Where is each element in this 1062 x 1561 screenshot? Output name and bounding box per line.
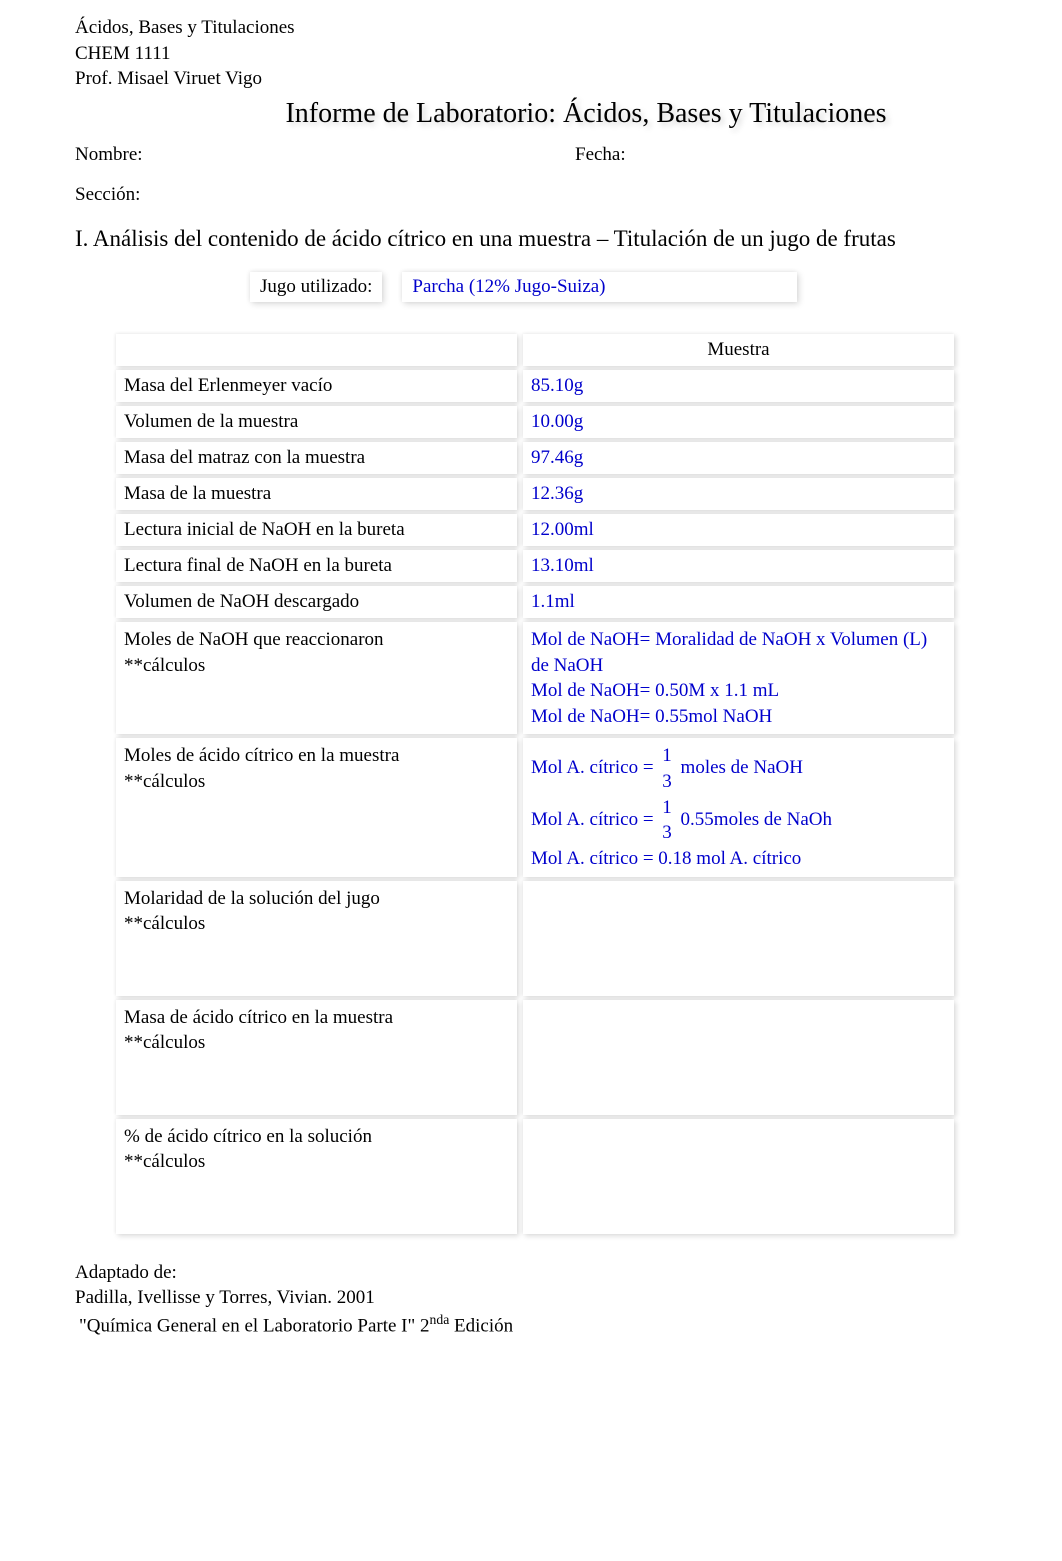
table-row-calc-naoh: Moles de NaOH que reaccionaron **cálculo… — [116, 622, 954, 735]
frac-bot: 3 — [662, 820, 672, 846]
table-row-calc-molarity: Molaridad de la solución del jugo **cálc… — [116, 881, 954, 996]
frac-top: 1 — [662, 795, 672, 821]
eq1-left: Mol A. cítrico = — [531, 757, 658, 778]
row-value: 85.10g — [523, 370, 954, 402]
footer-line-3a: "Química General en el Laboratorio Parte… — [79, 1315, 430, 1336]
row-label: Masa del matraz con la muestra — [116, 442, 517, 474]
header-blank — [116, 334, 517, 366]
calc-citric-value: Mol A. cítrico = 1 3 moles de NaOH Mol A… — [523, 738, 954, 876]
eq2-right: 0.55moles de NaOh — [681, 809, 832, 830]
table-row: Masa del Erlenmeyer vacío 85.10g — [116, 370, 954, 402]
row-value: 10.00g — [523, 406, 954, 438]
header-line-2: CHEM 1111 — [75, 41, 987, 67]
table-row-calc-citric: Moles de ácido cítrico en la muestra **c… — [116, 738, 954, 876]
calc-percent-label-1: % de ácido cítrico en la solución — [124, 1126, 372, 1147]
juice-row: Jugo utilizado: Parcha (12% Jugo-Suiza) — [250, 272, 987, 302]
eq2-left: Mol A. cítrico = — [531, 809, 658, 830]
table-row-calc-percent: % de ácido cítrico en la solución **cálc… — [116, 1119, 954, 1234]
table-row: Masa del matraz con la muestra 97.46g — [116, 442, 954, 474]
table-row: Lectura final de NaOH en la bureta 13.10… — [116, 550, 954, 582]
row-label: Masa del Erlenmeyer vacío — [116, 370, 517, 402]
calc-mass-label: Masa de ácido cítrico en la muestra **cá… — [116, 1000, 517, 1115]
calc-mass-label-2: **cálculos — [124, 1032, 205, 1053]
calc-naoh-eq2: Mol de NaOH= 0.50M x 1.1 mL — [531, 678, 946, 704]
calc-percent-label-2: **cálculos — [124, 1151, 205, 1172]
report-title: Informe de Laboratorio: Ácidos, Bases y … — [75, 98, 987, 130]
calc-percent-value — [523, 1119, 954, 1234]
table-row: Volumen de la muestra 10.00g — [116, 406, 954, 438]
row-value: 13.10ml — [523, 550, 954, 582]
footer-sup: nda — [430, 1312, 450, 1327]
name-label: Nombre: — [75, 144, 575, 166]
header-muestra: Muestra — [523, 334, 954, 366]
date-label: Fecha: — [575, 144, 987, 166]
row-value: 12.00ml — [523, 514, 954, 546]
calc-molarity-value — [523, 881, 954, 996]
calc-naoh-value: Mol de NaOH= Moralidad de NaOH x Volumen… — [523, 622, 954, 735]
calc-mass-value — [523, 1000, 954, 1115]
row-value: 12.36g — [523, 478, 954, 510]
data-table: Muestra Masa del Erlenmeyer vacío 85.10g… — [110, 330, 960, 1238]
header-line-3: Prof. Misael Viruet Vigo — [75, 66, 987, 92]
calc-molarity-label: Molaridad de la solución del jugo **cálc… — [116, 881, 517, 996]
footer: Adaptado de: Padilla, Ivellisse y Torres… — [75, 1260, 987, 1339]
table-row: Masa de la muestra 12.36g — [116, 478, 954, 510]
calc-molarity-label-2: **cálculos — [124, 913, 205, 934]
calc-citric-label: Moles de ácido cítrico en la muestra **c… — [116, 738, 517, 876]
table-row: Volumen de NaOH descargado 1.1ml — [116, 586, 954, 618]
calc-naoh-eq3: Mol de NaOH= 0.55mol NaOH — [531, 704, 946, 730]
calc-molarity-label-1: Molaridad de la solución del jugo — [124, 888, 380, 909]
frac-top: 1 — [662, 743, 672, 769]
table-row: Lectura inicial de NaOH en la bureta 12.… — [116, 514, 954, 546]
fraction-one-third: 1 3 — [662, 795, 672, 846]
footer-line-3: "Química General en el Laboratorio Parte… — [79, 1311, 987, 1339]
section-label: Sección: — [75, 184, 575, 206]
info-row-1: Nombre: Fecha: — [75, 144, 987, 166]
calc-citric-eq2: Mol A. cítrico = 1 3 0.55moles de NaOh — [531, 795, 946, 846]
eq1-right: moles de NaOH — [681, 757, 803, 778]
calc-citric-eq3: Mol A. cítrico = 0.18 mol A. cítrico — [531, 846, 946, 872]
footer-line-3b: Edición — [449, 1315, 513, 1336]
row-label: Volumen de NaOH descargado — [116, 586, 517, 618]
calc-mass-label-1: Masa de ácido cítrico en la muestra — [124, 1007, 393, 1028]
calc-naoh-label: Moles de NaOH que reaccionaron **cálculo… — [116, 622, 517, 735]
calc-percent-label: % de ácido cítrico en la solución **cálc… — [116, 1119, 517, 1234]
row-label: Volumen de la muestra — [116, 406, 517, 438]
calc-naoh-eq1: Mol de NaOH= Moralidad de NaOH x Volumen… — [531, 627, 946, 678]
header-line-1: Ácidos, Bases y Titulaciones — [75, 15, 987, 41]
footer-line-2: Padilla, Ivellisse y Torres, Vivian. 200… — [75, 1285, 987, 1311]
fraction-one-third: 1 3 — [662, 743, 672, 794]
calc-citric-label-2: **cálculos — [124, 771, 205, 792]
frac-bot: 3 — [662, 769, 672, 795]
table-header-row: Muestra — [116, 334, 954, 366]
juice-label: Jugo utilizado: — [250, 272, 382, 302]
row-value: 1.1ml — [523, 586, 954, 618]
row-value: 97.46g — [523, 442, 954, 474]
row-label: Lectura final de NaOH en la bureta — [116, 550, 517, 582]
info-row-2: Sección: — [75, 184, 987, 206]
calc-citric-eq1: Mol A. cítrico = 1 3 moles de NaOH — [531, 743, 946, 794]
calc-citric-label-1: Moles de ácido cítrico en la muestra — [124, 745, 399, 766]
table-row-calc-mass: Masa de ácido cítrico en la muestra **cá… — [116, 1000, 954, 1115]
row-label: Masa de la muestra — [116, 478, 517, 510]
calc-naoh-label-1: Moles de NaOH que reaccionaron — [124, 629, 384, 650]
juice-value: Parcha (12% Jugo-Suiza) — [402, 272, 797, 302]
section-heading: I. Análisis del contenido de ácido cítri… — [75, 226, 987, 252]
row-label: Lectura inicial de NaOH en la bureta — [116, 514, 517, 546]
calc-naoh-label-2: **cálculos — [124, 655, 205, 676]
footer-line-1: Adaptado de: — [75, 1260, 987, 1286]
